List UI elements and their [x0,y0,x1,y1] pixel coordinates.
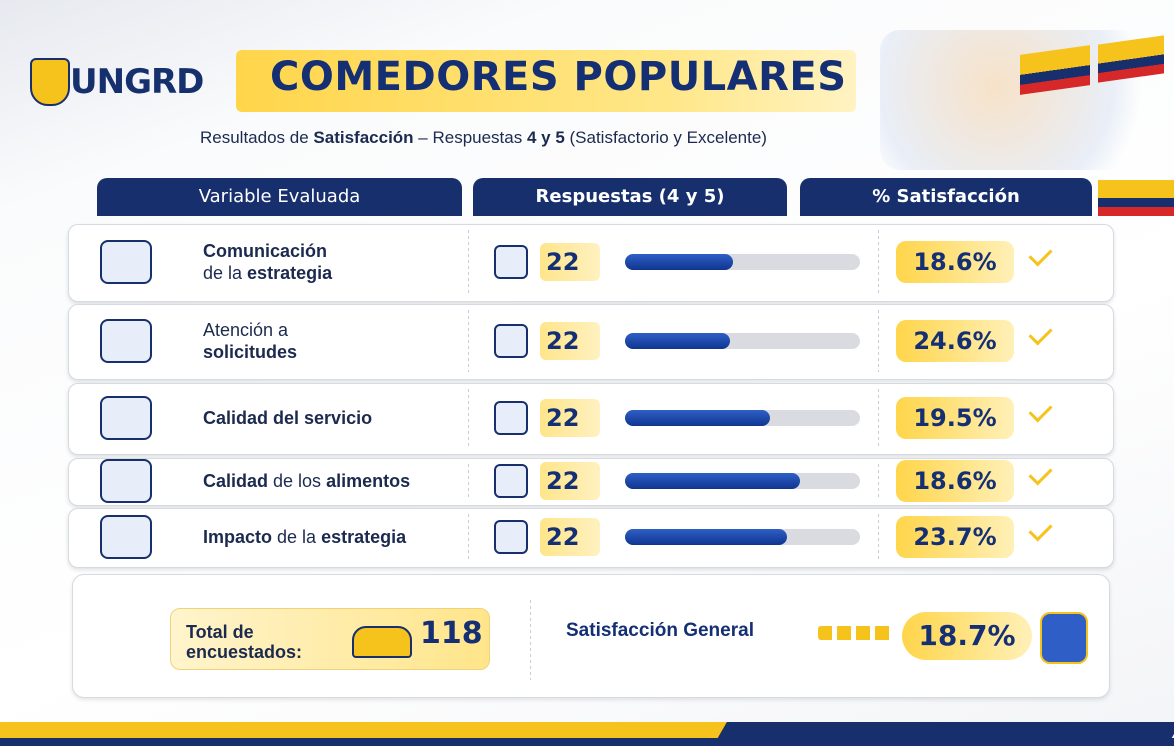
row-label: Calidad del servicio [203,407,372,429]
column-header: Respuestas (4 y 5) [473,178,787,216]
thumbs-icon [1040,612,1088,664]
responses: 22 [540,243,600,281]
brand: UNGRD [70,62,204,102]
row-label: Comunicación de la estrategia [203,240,332,284]
text-segment: solicitudes [203,342,298,362]
row-label-line: Atención a [203,319,297,341]
divider [468,464,469,498]
row-icon [100,515,152,559]
text-segment: alimentos [326,471,411,491]
bar-track [625,254,860,270]
divider [878,464,879,498]
title-banner [236,50,856,112]
bar-track [625,529,860,545]
divider [878,230,879,294]
column-header: % Satisfacción [800,178,1092,216]
total-value: 118 [420,616,483,651]
column-header: Variable Evaluada [97,178,462,216]
row-label: Atención a solicitudes [203,319,297,363]
text-segment: de la [272,527,322,547]
row-label: Impacto de la estrategia [203,526,406,548]
row-icon [100,240,152,284]
row-label-line: solicitudes [203,341,297,363]
count-icon [494,520,528,554]
subtitle: Resultados de Satisfacción – Respuestas … [200,128,767,148]
row-label-line: Impacto de la estrategia [203,526,406,548]
total-label: Total de encuestados: [186,622,302,662]
responses: 22 [540,322,600,360]
text-segment: servicio [304,408,373,428]
divider [468,389,469,447]
row-label-line: Comunicación [203,240,332,262]
text-segment: de la [203,263,248,283]
satisfaction: 23.7% [896,516,1014,558]
bar-track [625,473,860,489]
row-label: Calidad de los alimentos [203,470,410,492]
count-icon [494,245,528,279]
responses: 22 [540,399,600,437]
text-segment: Resultados de [200,128,314,147]
divider [878,389,879,447]
bar-track [625,333,860,349]
text-segment: (Satisfactorio y Excelente) [564,128,767,147]
bar-fill [625,410,770,426]
text-segment: de los [268,471,327,491]
row-icon [100,459,152,503]
row-label-line: Calidad del servicio [203,407,372,429]
text-segment: estrategia [247,263,333,283]
responses: 22 [540,462,600,500]
count-icon [494,324,528,358]
row-icon [100,396,152,440]
logo-icon [30,58,70,106]
general-label: Satisfacción General [566,620,754,641]
satisfaction: 18.6% [896,460,1014,502]
satisfaction: 24.6% [896,320,1014,362]
text-segment: 4 y 5 [526,128,565,147]
divider [530,600,531,680]
text-segment: Calidad del [203,408,305,428]
people-icon [352,626,412,658]
title: COMEDORES POPULARES [270,54,847,100]
responses: 22 [540,518,600,556]
bar-fill [625,254,733,270]
satisfaction: 19.5% [896,397,1014,439]
row-icon [100,319,152,363]
text-segment: estrategia [321,527,407,547]
total-label-line: encuestados: [186,642,303,662]
bar-fill [625,333,730,349]
total-label-line: Total de [186,622,254,642]
flag-ribbon [1098,180,1174,216]
text-segment: Atención a [203,320,289,340]
text-segment: – Respuestas [413,128,527,147]
bar-fill [625,529,787,545]
bar-track [625,410,860,426]
text-segment: Comunicación [203,241,328,261]
total-box [170,608,490,670]
text-segment: Satisfacción [313,128,414,147]
divider [878,310,879,372]
satisfaction: 18.6% [896,241,1014,283]
divider [468,310,469,372]
divider [468,514,469,560]
bar-fill [625,473,800,489]
row-label-line: Calidad de los alimentos [203,470,410,492]
divider [878,514,879,560]
row-label-line: de la estrategia [203,262,332,284]
stripe [0,738,1174,746]
count-icon [494,464,528,498]
count-icon [494,401,528,435]
stars [818,626,892,640]
text-segment: Calidad [203,471,269,491]
divider [468,230,469,294]
general-value: 18.7% [902,612,1032,660]
text-segment: Impacto [203,527,273,547]
